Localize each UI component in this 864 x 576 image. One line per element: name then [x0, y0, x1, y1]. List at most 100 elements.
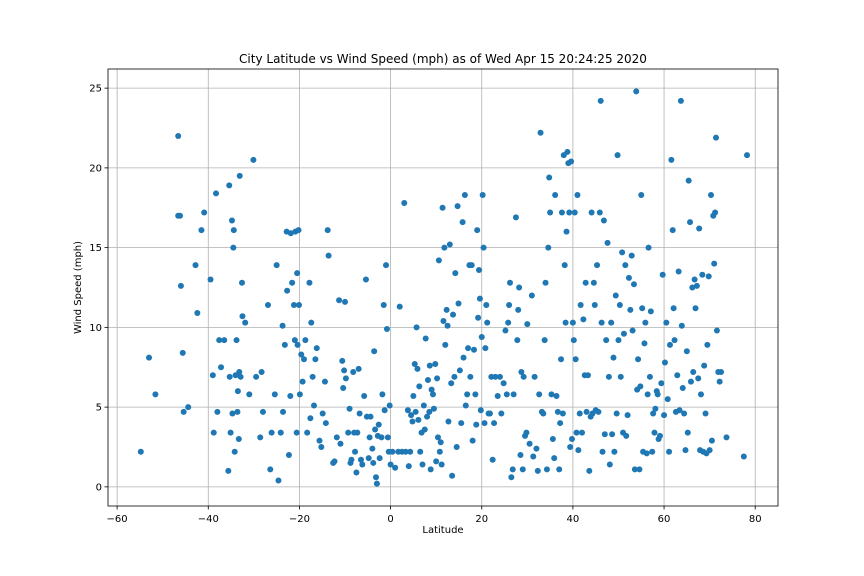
data-point [492, 373, 499, 380]
y-tick-label: 10 [89, 323, 102, 334]
data-point [563, 228, 570, 235]
data-point [584, 372, 591, 379]
data-point [415, 416, 422, 423]
data-point [622, 262, 629, 269]
data-point [674, 372, 681, 379]
data-point [416, 383, 423, 390]
data-point [744, 152, 751, 159]
data-point [236, 369, 243, 376]
data-point [517, 451, 524, 458]
data-point [567, 443, 574, 450]
data-point [670, 305, 677, 312]
data-point [641, 340, 648, 347]
data-point [448, 380, 455, 387]
data-point [366, 434, 373, 441]
data-point [704, 341, 711, 348]
data-point [629, 327, 636, 334]
data-point [426, 362, 433, 369]
data-point [350, 369, 357, 376]
data-point [469, 437, 476, 444]
data-point [442, 341, 449, 348]
x-tick-label: 80 [749, 514, 762, 525]
data-point [491, 420, 498, 427]
data-point [518, 369, 525, 376]
data-point [489, 456, 496, 463]
data-point [427, 466, 434, 473]
data-point [227, 429, 234, 436]
data-point [437, 439, 444, 446]
data-point [177, 282, 184, 289]
data-point [250, 156, 257, 163]
data-point [440, 317, 447, 324]
data-point [609, 431, 616, 438]
data-point [505, 319, 512, 326]
data-point [304, 429, 311, 436]
data-point [666, 341, 673, 348]
data-point [683, 348, 690, 355]
x-tick-label: −40 [198, 514, 219, 525]
data-point [508, 474, 515, 481]
data-point [239, 313, 246, 320]
data-point [608, 319, 615, 326]
data-point [675, 268, 682, 275]
data-point [458, 420, 465, 427]
data-point [359, 461, 366, 468]
data-point [137, 448, 144, 455]
data-point [708, 191, 714, 198]
data-point [594, 262, 601, 269]
data-point [273, 262, 280, 269]
y-tick-label: 20 [89, 163, 102, 174]
x-tick-label: 40 [567, 514, 580, 525]
data-point [294, 341, 301, 348]
data-point [341, 367, 348, 374]
data-point [486, 410, 493, 417]
data-point [635, 356, 642, 363]
data-point [287, 230, 294, 237]
data-point [681, 410, 688, 417]
data-point [408, 412, 415, 419]
data-point [540, 410, 547, 417]
data-point [541, 337, 548, 344]
data-point [367, 413, 374, 420]
data-point [509, 466, 516, 473]
data-point [679, 384, 686, 391]
y-axis-label: Wind Speed (mph) [73, 241, 84, 334]
data-point [468, 262, 475, 269]
data-point [289, 279, 296, 286]
data-point [528, 292, 535, 299]
data-point [488, 373, 495, 380]
data-point [583, 408, 590, 415]
data-point [456, 367, 463, 374]
data-point [570, 337, 577, 344]
x-tick-label: 20 [475, 514, 488, 525]
data-point [353, 469, 360, 476]
data-point [691, 276, 698, 283]
data-point [689, 284, 696, 291]
data-point [429, 391, 436, 398]
data-point [574, 191, 581, 198]
data-point [226, 373, 233, 380]
data-point [264, 302, 271, 309]
data-point [371, 348, 378, 355]
data-point [496, 373, 503, 380]
data-point [441, 244, 448, 251]
data-point [696, 225, 703, 232]
data-point [357, 456, 364, 463]
data-point [228, 217, 235, 224]
data-point [446, 241, 453, 248]
data-point [226, 182, 233, 189]
data-point [280, 408, 287, 415]
data-point [445, 418, 452, 425]
data-point [671, 337, 678, 344]
data-point [682, 447, 689, 454]
data-point [595, 408, 602, 415]
data-point [713, 327, 720, 334]
data-point [699, 271, 706, 278]
data-point [530, 453, 537, 460]
data-point [559, 410, 566, 417]
data-point [410, 392, 417, 399]
data-point [316, 437, 323, 444]
plot-frame [107, 68, 779, 507]
data-point [194, 310, 201, 317]
